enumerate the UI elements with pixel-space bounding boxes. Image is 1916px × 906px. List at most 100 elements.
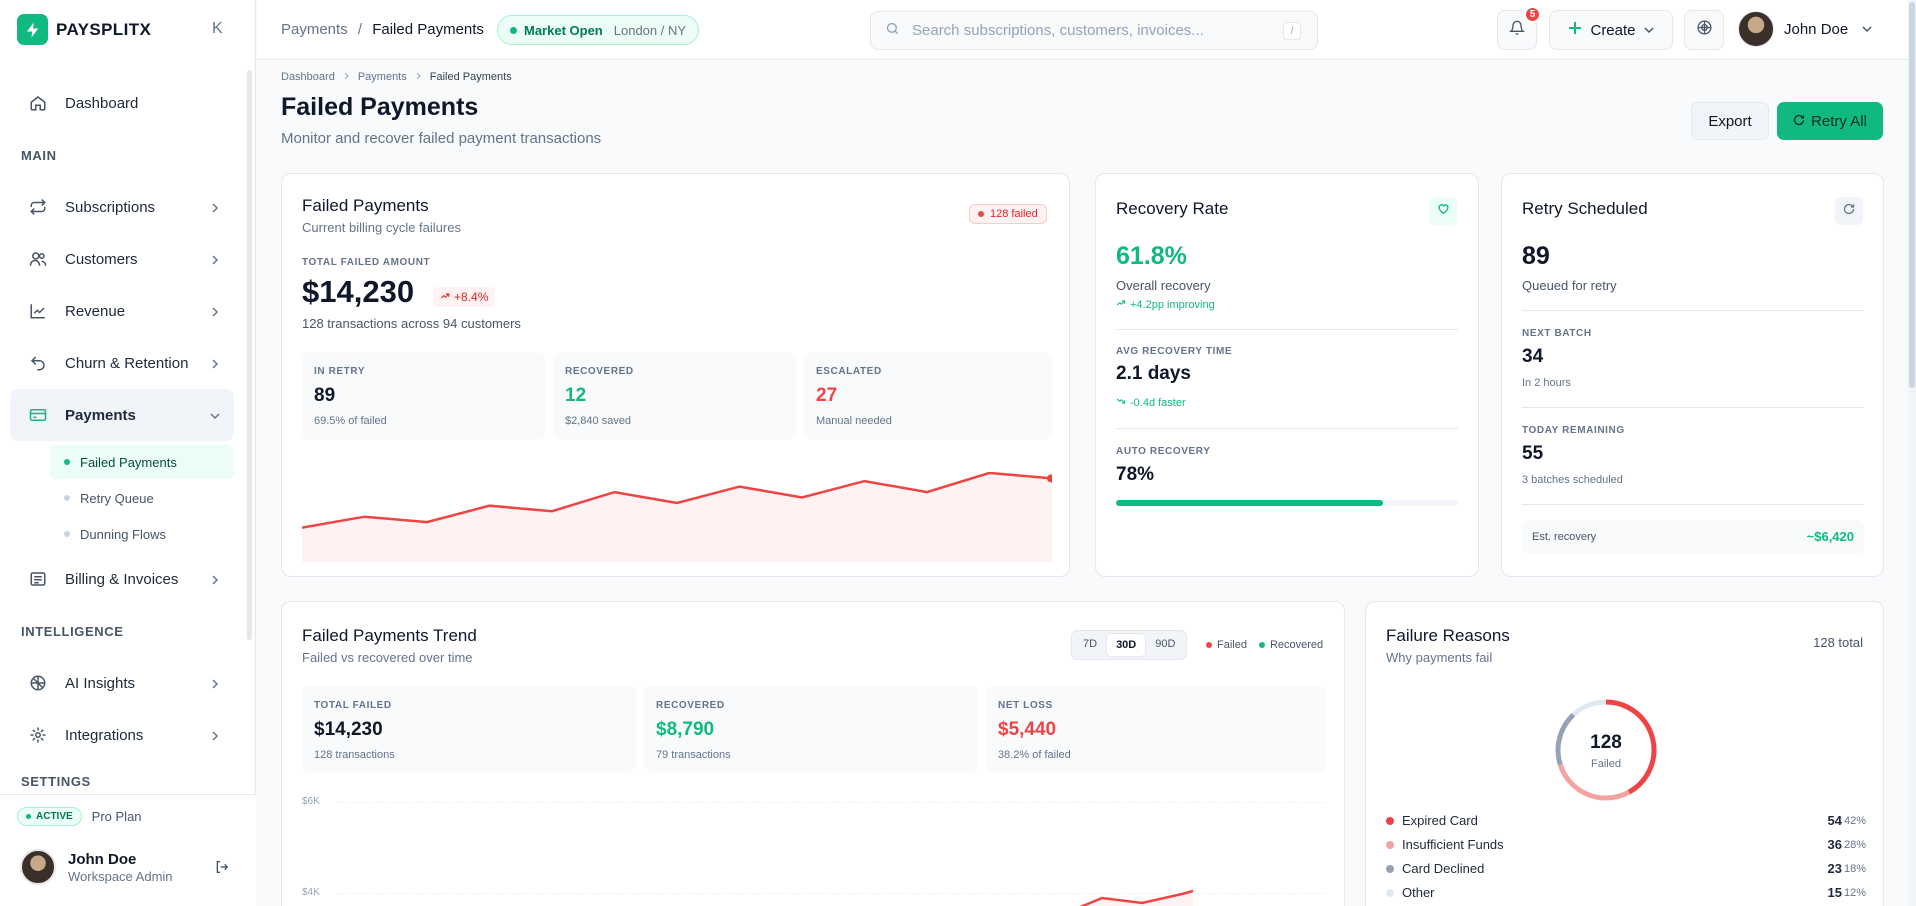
reason-name: Insufficient Funds	[1402, 837, 1504, 852]
delta-badge: +8.4%	[433, 287, 496, 307]
stat-label: TOTAL FAILED	[314, 700, 392, 711]
sidebar-item-ai-insights[interactable]: AI Insights	[10, 657, 234, 709]
collapse-sidebar-icon[interactable]: K	[212, 20, 223, 37]
heart-icon	[1437, 202, 1450, 220]
reason-count: 15	[1827, 885, 1842, 900]
reason-percent: 12%	[1844, 887, 1867, 899]
sparkline-area	[302, 472, 1052, 562]
reason-swatch	[1386, 889, 1394, 897]
retry-all-button[interactable]: Retry All	[1777, 102, 1883, 140]
today-remaining-value: 55	[1522, 443, 1544, 464]
payments-submenu: Failed Payments Retry Queue Dunning Flow…	[10, 441, 234, 551]
sidebar-subitem-failed-payments[interactable]: Failed Payments	[50, 445, 234, 479]
reason-percent: 42%	[1844, 815, 1867, 827]
ai-assistant-button[interactable]	[1684, 10, 1724, 50]
card-subtitle: Why payments fail	[1386, 650, 1493, 665]
stat-sub: 69.5% of failed	[314, 415, 387, 427]
page-subtitle: Monitor and recover failed payment trans…	[281, 130, 602, 147]
user-name: John Doe	[68, 850, 137, 868]
delta-value: +8.4%	[454, 290, 489, 304]
brand[interactable]: PAYSPLITX	[17, 14, 151, 45]
active-dot	[64, 459, 70, 465]
today-remaining-sub: 3 batches scheduled	[1522, 474, 1623, 486]
est-recovery-value: ~$6,420	[1806, 529, 1854, 544]
breadcrumb-parent[interactable]: Payments	[281, 21, 348, 38]
card-title: Retry Scheduled	[1522, 199, 1648, 218]
failed-count-label: 128 failed	[990, 208, 1038, 220]
card-title: Failed Payments	[302, 196, 429, 215]
chevron-right-icon	[210, 728, 220, 745]
range-30d[interactable]: 30D	[1106, 633, 1147, 657]
sidebar-subitem-retry-queue[interactable]: Retry Queue	[50, 481, 234, 515]
divider	[1522, 310, 1864, 311]
reason-row-expired-card[interactable]: Expired Card 54 42%	[1386, 812, 1867, 832]
sparkline-endpoint	[1047, 474, 1052, 483]
stat-sub: 128 transactions	[314, 749, 395, 761]
failed-count-badge: 128 failed	[969, 204, 1047, 224]
est-recovery-row: Est. recovery ~$6,420	[1522, 520, 1864, 554]
failed-sparkline-chart	[302, 472, 1052, 562]
range-90d[interactable]: 90D	[1155, 638, 1176, 650]
notification-count-badge: 5	[1524, 6, 1541, 23]
reason-row-insufficient-funds[interactable]: Insufficient Funds 36 28%	[1386, 836, 1867, 856]
reason-row-other[interactable]: Other 15 12%	[1386, 884, 1867, 904]
breadcrumb-item[interactable]: Payments	[357, 71, 407, 83]
refresh-button[interactable]	[1835, 197, 1863, 225]
stat-label: RECOVERED	[565, 366, 634, 377]
trend-stat-total-failed: TOTAL FAILED $14,230 128 transactions	[302, 686, 636, 772]
nav-section-intelligence: INTELLIGENCE	[21, 623, 124, 639]
nav-section-main: MAIN	[21, 147, 57, 163]
range-7d[interactable]: 7D	[1083, 638, 1098, 650]
page-scrollbar[interactable]	[1908, 0, 1916, 906]
favorite-button[interactable]	[1429, 197, 1457, 225]
sidebar-scrollbar[interactable]	[247, 70, 252, 640]
page-scrollbar-thumb[interactable]	[1909, 2, 1915, 388]
user-name: John Doe	[1784, 20, 1849, 38]
sidebar-item-payments[interactable]: Payments	[10, 389, 234, 441]
sidebar-item-dashboard[interactable]: Dashboard	[10, 77, 234, 129]
donut-slice	[1555, 699, 1657, 801]
sidebar-item-integrations[interactable]: Integrations	[10, 709, 234, 761]
breadcrumb-item[interactable]: Dashboard	[281, 71, 335, 83]
sidebar-item-label: Churn & Retention	[65, 354, 189, 372]
trend-failed-area	[1082, 891, 1193, 906]
divider	[1116, 428, 1458, 429]
stat-label: NET LOSS	[998, 700, 1053, 711]
reason-percent: 28%	[1844, 839, 1867, 851]
reason-name: Expired Card	[1402, 813, 1478, 828]
sidebar-item-churn[interactable]: Churn & Retention	[10, 337, 234, 389]
notifications-button[interactable]: 5	[1497, 6, 1541, 50]
breadcrumb-current: Failed Payments	[372, 21, 484, 38]
recovery-rate-card: Recovery Rate 61.8% Overall recovery +4.…	[1095, 173, 1479, 577]
stat-sub: 38.2% of failed	[998, 749, 1071, 761]
gridline	[336, 802, 1326, 803]
sidebar-item-label: Customers	[65, 250, 138, 268]
legend-swatch	[1258, 642, 1265, 649]
sidebar-item-subscriptions[interactable]: Subscriptions	[10, 181, 234, 233]
next-batch-label: NEXT BATCH	[1522, 328, 1592, 339]
divider	[1116, 329, 1458, 330]
avg-recovery-label: AVG RECOVERY TIME	[1116, 346, 1233, 357]
sidebar-subitem-dunning-flows[interactable]: Dunning Flows	[50, 517, 234, 551]
brain-icon	[1696, 19, 1713, 41]
user-menu[interactable]: John Doe	[1738, 11, 1872, 47]
sidebar-item-label: Dashboard	[65, 94, 139, 112]
market-status-dot	[510, 26, 517, 34]
export-button[interactable]: Export	[1691, 102, 1769, 140]
search-input[interactable]	[912, 22, 1282, 39]
stat-value: $14,230	[314, 719, 383, 740]
sidebar-item-customers[interactable]: Customers	[10, 233, 234, 285]
donut-center-value: 128	[1590, 732, 1622, 753]
sidebar-item-revenue[interactable]: Revenue	[10, 285, 234, 337]
status-dot	[978, 211, 984, 217]
card-subtitle: Failed vs recovered over time	[302, 650, 473, 665]
create-button[interactable]: Create	[1549, 10, 1673, 50]
queued-value: 89	[1522, 242, 1550, 270]
sidebar-item-billing[interactable]: Billing & Invoices	[10, 553, 234, 605]
breadcrumb-current: Failed Payments	[429, 71, 512, 83]
failed-payments-card: Failed Payments Current billing cycle fa…	[281, 173, 1070, 577]
sidebar-user[interactable]: John Doe Workspace Admin	[20, 849, 230, 885]
chevron-right-icon	[210, 676, 220, 693]
reason-row-card-declined[interactable]: Card Declined 23 18%	[1386, 860, 1866, 880]
logout-icon[interactable]	[214, 859, 230, 880]
